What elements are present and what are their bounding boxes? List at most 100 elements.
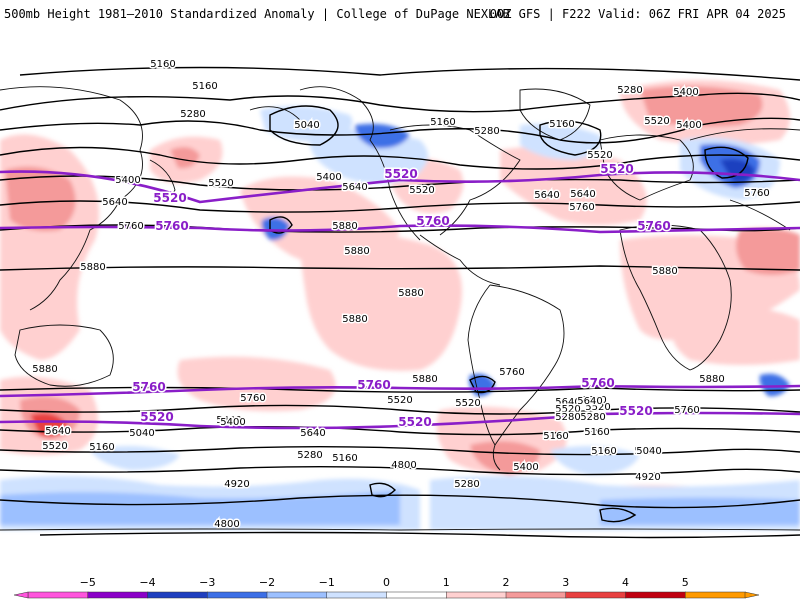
contour-label: 5400 bbox=[216, 415, 241, 426]
model-run-info: 00Z GFS | F222 Valid: 06Z FRI APR 04 202… bbox=[489, 7, 786, 21]
contour-label: 5280 bbox=[555, 412, 580, 423]
contour-label: 5880 bbox=[342, 314, 367, 325]
height-contours bbox=[0, 66, 800, 539]
colorbar-tick-label: −4 bbox=[139, 576, 155, 589]
colorbar-segment bbox=[625, 591, 686, 599]
highlight-contour-label: 5520 bbox=[619, 404, 652, 418]
contour-label: 5880 bbox=[652, 266, 677, 277]
contour-label: 5400 bbox=[673, 87, 698, 98]
contour-label: 5160 bbox=[332, 453, 357, 464]
contour-label: 5160 bbox=[549, 119, 574, 130]
contour-label: 5520 bbox=[387, 395, 412, 406]
contour-label: 5520 bbox=[585, 402, 610, 413]
highlight-contour-label: 5760 bbox=[357, 378, 390, 392]
highlight-contour-label: 5760 bbox=[132, 380, 165, 394]
colorbar-segment bbox=[207, 591, 268, 599]
contour-label: 5880 bbox=[332, 221, 357, 232]
contour-label: 5280 bbox=[180, 109, 205, 120]
contour-label: 5400 bbox=[676, 120, 701, 131]
contour-label: 5640 bbox=[534, 190, 559, 201]
contour-label: 5760 bbox=[744, 188, 769, 199]
contour-label: 5400 bbox=[115, 175, 140, 186]
contour-label: 5640 bbox=[570, 189, 595, 200]
contour-label: 4920 bbox=[224, 479, 249, 490]
contour-label: 5880 bbox=[80, 262, 105, 273]
anomaly-shading bbox=[0, 80, 800, 530]
colorbar-tick-label: 2 bbox=[503, 576, 510, 589]
contour-label: 5640 bbox=[555, 397, 580, 408]
colorbar-segment bbox=[685, 591, 746, 599]
highlight-labels: 5520 5520 5520 5760 5760 5760 5760 5760 5760 5520… bbox=[131, 161, 672, 431]
colorbar-segment bbox=[326, 591, 388, 599]
anomaly-colorbar: −5 −4 −3 −2 −1 0 1 2 3 4 5 bbox=[13, 576, 760, 599]
contour-label: 5640 bbox=[581, 395, 606, 406]
contour-label: 5160 bbox=[584, 427, 609, 438]
contour-label: 5760 bbox=[118, 221, 143, 232]
contour-label: 5520 bbox=[555, 404, 580, 415]
colorbar-left-arrow bbox=[13, 591, 29, 599]
contour-label: 5160 bbox=[591, 446, 616, 457]
colorbar-segment bbox=[87, 591, 149, 599]
highlight-contour-label: 5760 bbox=[581, 376, 614, 390]
contour-label: 5160 bbox=[89, 442, 114, 453]
contour-label: 5400 bbox=[316, 172, 341, 183]
colorbar-tick-label: −3 bbox=[199, 576, 215, 589]
contour-label: 5760 bbox=[240, 393, 265, 404]
contour-label: 5640 bbox=[577, 396, 602, 407]
contour-label: 5040 bbox=[129, 428, 154, 439]
highlight-contour-label: 5520 bbox=[140, 410, 173, 424]
highlight-contour-label: 5520 bbox=[600, 162, 633, 176]
contour-label: 5160 bbox=[543, 431, 568, 442]
colorbar-segment bbox=[27, 591, 89, 599]
contour-label: 4800 bbox=[391, 460, 416, 471]
colorbar-segment bbox=[565, 591, 627, 599]
colorbar-tick-label: 1 bbox=[443, 576, 450, 589]
highlight-contour-label: 5520 bbox=[384, 167, 417, 181]
contour-label: 5880 bbox=[699, 374, 724, 385]
contour-label: 5640 bbox=[102, 197, 127, 208]
contour-label: 5400 bbox=[316, 172, 341, 183]
colorbar-segment bbox=[147, 591, 208, 599]
colorbar-tick-label: 4 bbox=[622, 576, 629, 589]
colorbar-tick-label: 0 bbox=[383, 576, 390, 589]
colorbar-segment bbox=[446, 591, 507, 599]
contour-label: 5520 bbox=[42, 441, 67, 452]
contour-label: 5040 bbox=[636, 446, 661, 457]
contour-label: 5160 bbox=[192, 81, 217, 92]
contour-label: 5400 bbox=[220, 417, 245, 428]
contour-label: 5880 bbox=[398, 288, 423, 299]
colorbar-tick-label: −1 bbox=[319, 576, 335, 589]
colorbar-segments bbox=[13, 591, 760, 599]
contour-label: 5880 bbox=[412, 374, 437, 385]
colorbar-tick-label: 5 bbox=[682, 576, 689, 589]
colorbar-tick-label: −5 bbox=[80, 576, 96, 589]
map-title: 500mb Height 1981–2010 Standardized Anom… bbox=[4, 7, 510, 21]
contour-label: 5640 bbox=[300, 428, 325, 439]
colorbar-tick-label: −2 bbox=[259, 576, 275, 589]
contour-label: 5760 bbox=[569, 202, 594, 213]
colorbar-segment bbox=[505, 591, 567, 599]
contour-label: 5760 bbox=[499, 367, 524, 378]
highlight-contour-label: 5520 bbox=[398, 415, 431, 429]
contour-label: 5160 bbox=[150, 59, 175, 70]
colorbar-tick-label: 3 bbox=[562, 576, 569, 589]
contour-label: 5040 bbox=[294, 120, 319, 131]
highlight-contours bbox=[0, 170, 800, 430]
map-header: 500mb Height 1981–2010 Standardized Anom… bbox=[0, 0, 800, 30]
highlight-contour-label: 5760 bbox=[155, 219, 188, 233]
contour-label: 5520 bbox=[455, 398, 480, 409]
contour-label: 5760 bbox=[674, 405, 699, 416]
contour-label: 5160 bbox=[430, 117, 455, 128]
colorbar-right-arrow bbox=[744, 591, 760, 599]
colorbar-segment bbox=[266, 591, 328, 599]
highlight-contour-label: 5760 bbox=[637, 219, 670, 233]
contour-label: 5280 bbox=[454, 479, 479, 490]
colorbar-tick-labels: −5 −4 −3 −2 −1 0 1 2 3 4 5 bbox=[80, 576, 689, 589]
contour-label: 5520 bbox=[409, 185, 434, 196]
contour-label: 5640 bbox=[45, 426, 70, 437]
highlight-contour-label: 5520 bbox=[153, 191, 186, 205]
highlight-contour-label: 5760 bbox=[416, 214, 449, 228]
colorbar-segment bbox=[386, 591, 447, 599]
